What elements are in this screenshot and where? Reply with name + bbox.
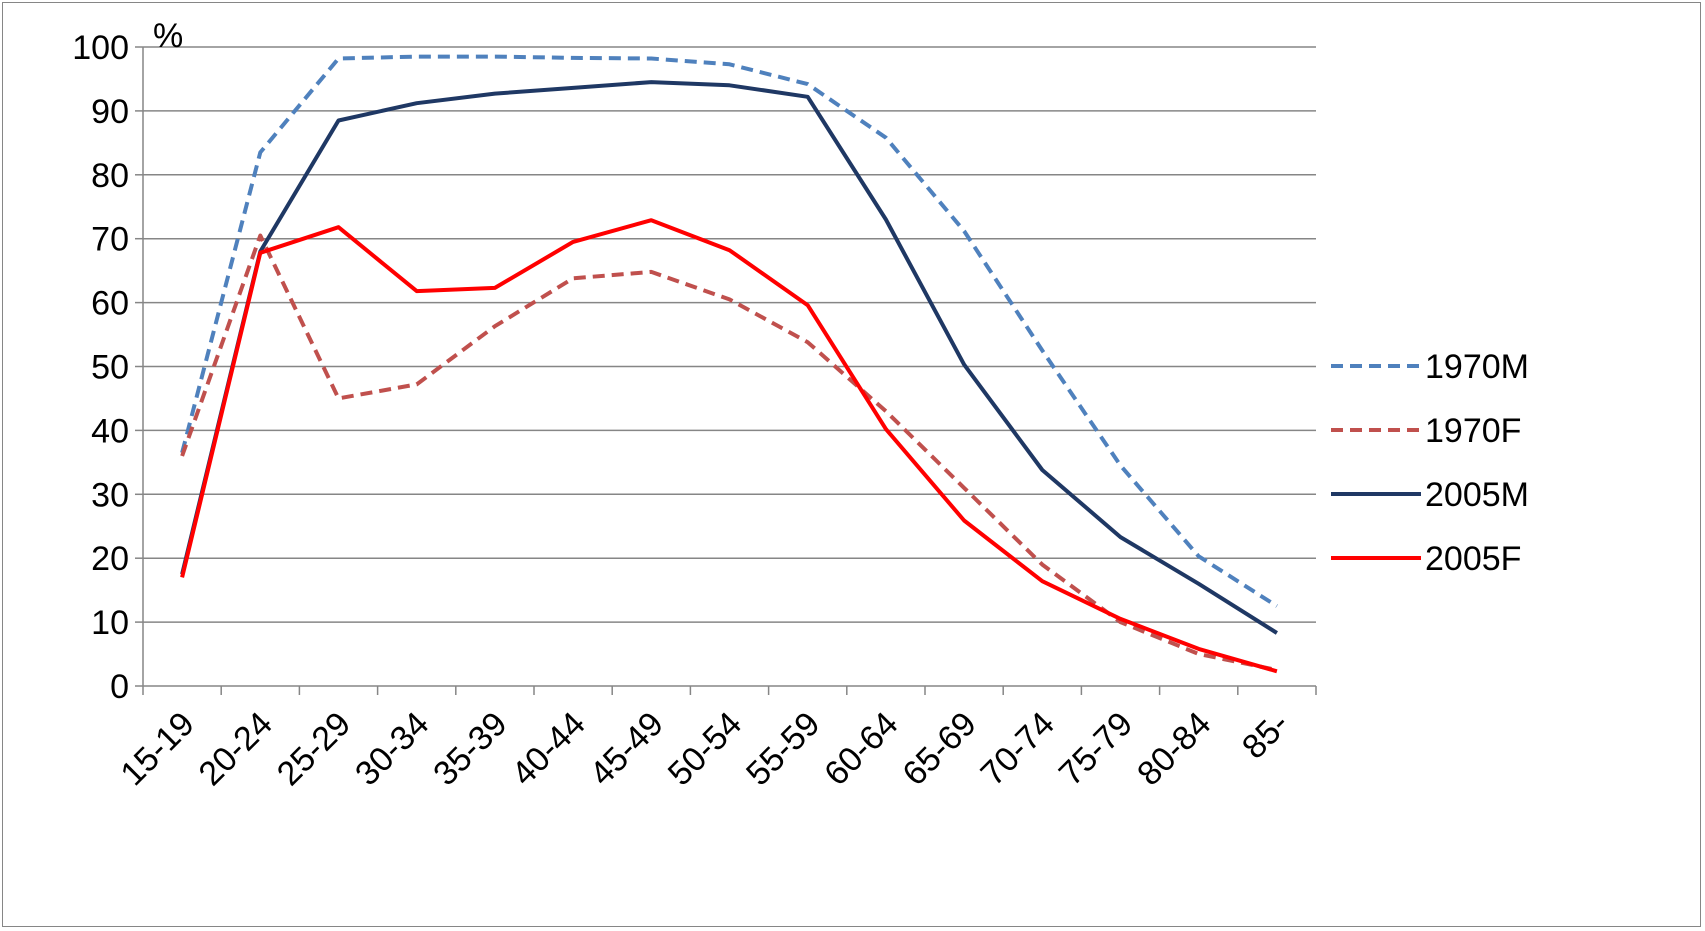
x-tick-label: 30-34 bbox=[348, 705, 436, 793]
x-tick-label: 20-24 bbox=[192, 705, 280, 793]
y-tick-label: 30 bbox=[91, 476, 129, 514]
x-tick-label: 60-64 bbox=[817, 705, 905, 793]
y-tick-label: 50 bbox=[91, 349, 129, 387]
y-tick-label: 80 bbox=[91, 157, 129, 195]
y-tick-label: 20 bbox=[91, 540, 129, 578]
legend-label-2005M: 2005M bbox=[1425, 476, 1529, 514]
x-tick-label: 80-84 bbox=[1130, 705, 1218, 793]
y-tick-label: 40 bbox=[91, 412, 129, 450]
y-unit-label: % bbox=[153, 17, 183, 55]
series-line-2005M bbox=[180, 80, 1278, 635]
series-lines bbox=[180, 54, 1278, 674]
y-tick-label: 60 bbox=[91, 285, 129, 323]
x-tick-label: 70-74 bbox=[974, 705, 1062, 793]
x-tick-label: 55-59 bbox=[739, 705, 827, 793]
x-tick-label: 45-49 bbox=[583, 705, 671, 793]
y-tick-label: 0 bbox=[110, 668, 129, 706]
x-tick-label: 75-79 bbox=[1052, 705, 1140, 793]
x-tick-label: 85- bbox=[1235, 705, 1297, 767]
x-tick-label: 25-29 bbox=[270, 705, 358, 793]
series-line-1970M bbox=[180, 54, 1278, 608]
x-tick-label: 15-19 bbox=[113, 705, 201, 793]
y-tick-label: 100 bbox=[72, 29, 129, 67]
legend: 1970M 1970F 2005M 2005F bbox=[1331, 348, 1529, 578]
y-tick-label: 90 bbox=[91, 93, 129, 131]
legend-label-2005F: 2005F bbox=[1425, 540, 1521, 578]
line-chart: 0 10 20 30 40 50 60 70 80 90 100 15-1920-2425-2930-… bbox=[72, 17, 1529, 793]
legend-label-1970M: 1970M bbox=[1425, 348, 1529, 386]
y-tick-label: 10 bbox=[91, 604, 129, 642]
x-tick-label: 50-54 bbox=[661, 705, 749, 793]
series-line-1970F bbox=[180, 233, 1278, 672]
y-tick-label: 70 bbox=[91, 221, 129, 259]
x-tick-label: 35-39 bbox=[426, 705, 514, 793]
x-tick-label: 65-69 bbox=[895, 705, 983, 793]
series-line-2005F bbox=[180, 218, 1278, 674]
gridlines bbox=[143, 46, 1316, 623]
legend-label-1970F: 1970F bbox=[1425, 412, 1521, 450]
x-tick-label: 40-44 bbox=[504, 705, 592, 793]
axes: 0 10 20 30 40 50 60 70 80 90 100 15-1920-2425-2930-… bbox=[72, 29, 1317, 793]
